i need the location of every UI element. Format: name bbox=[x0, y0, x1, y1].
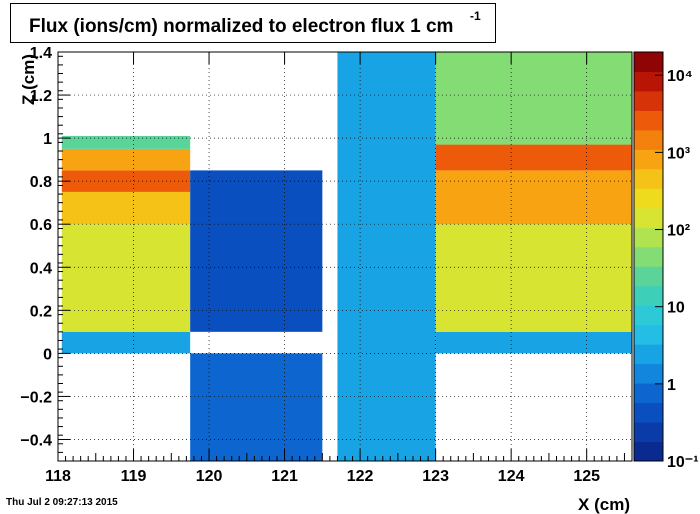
y-tick-label: 0.8 bbox=[30, 174, 52, 191]
colorbar-swatch bbox=[634, 422, 663, 443]
y-axis-label: Z (cm) bbox=[19, 54, 38, 105]
colorbar-swatch bbox=[634, 110, 663, 131]
colorbar-swatch bbox=[634, 188, 663, 209]
colorbar-swatch bbox=[634, 71, 663, 92]
x-tick-label: 121 bbox=[271, 468, 298, 485]
x-tick-label: 122 bbox=[347, 468, 374, 485]
colorbar-swatch bbox=[634, 149, 663, 170]
region-right-bulk-band-1 bbox=[435, 224, 632, 332]
region-right-bulk-band-0 bbox=[435, 331, 632, 354]
region-right-bulk bbox=[435, 52, 632, 354]
colorbar-tick-label: 10² bbox=[667, 223, 690, 240]
y-tick-label: 0.4 bbox=[30, 260, 52, 277]
region-right-bulk-band-3 bbox=[435, 144, 632, 171]
colorbar-tick-label: 10⁴ bbox=[667, 68, 693, 85]
y-tick-label: 1.2 bbox=[30, 88, 52, 105]
colorbar-swatch bbox=[634, 246, 663, 267]
axes: 118 119 120 121 122 123 124 125 −0.4 −0.2 0 0.2 0.4 0… bbox=[20, 45, 633, 485]
x-axis-label: X (cm) bbox=[578, 495, 630, 514]
region-left-bulk-band-5 bbox=[61, 135, 191, 149]
y-tick-label: 1.4 bbox=[30, 45, 52, 62]
colorbar-swatch bbox=[634, 90, 663, 111]
region-left-bulk-band-0 bbox=[61, 331, 191, 354]
region-left-bulk-band-1 bbox=[61, 224, 191, 332]
x-tick-label: 120 bbox=[196, 468, 223, 485]
colorbar-swatch bbox=[634, 227, 663, 248]
x-tick-label: 118 bbox=[45, 468, 71, 485]
y-tick-label: 0 bbox=[43, 346, 52, 363]
y-tick-label: 0.6 bbox=[30, 217, 52, 234]
region-gap-structure-band-0 bbox=[190, 170, 323, 332]
colorbar-frame bbox=[633, 51, 664, 462]
x-tick-label: 119 bbox=[121, 468, 147, 485]
colorbar-swatch bbox=[634, 207, 663, 228]
y-tick-label: −0.2 bbox=[20, 389, 52, 406]
colorbar-swatch bbox=[634, 285, 663, 306]
colorbar-swatch bbox=[634, 402, 663, 423]
colorbar: 10⁻¹ 1 10 10² 10³ 10⁴ bbox=[633, 51, 699, 471]
region-left-bulk-band-3 bbox=[61, 170, 191, 192]
colorbar-tick-label: 1 bbox=[667, 377, 676, 394]
colorbar-tick-label: 10 bbox=[667, 300, 685, 317]
region-left-bulk-band-4 bbox=[61, 148, 191, 171]
timestamp: Thu Jul 2 09:27:13 2015 bbox=[6, 497, 118, 508]
chart-title: Flux (ions/cm) normalized to electron fl… bbox=[29, 16, 454, 37]
region-left-bulk-band-2 bbox=[61, 191, 191, 225]
colorbar-swatch bbox=[634, 266, 663, 287]
colorbar-swatch bbox=[634, 344, 663, 365]
region-gap-structure bbox=[190, 170, 323, 461]
x-tick-label: 123 bbox=[422, 468, 449, 485]
y-tick-label: −0.4 bbox=[20, 432, 52, 449]
colorbar-swatch bbox=[634, 383, 663, 404]
colorbar-swatch bbox=[634, 129, 663, 150]
y-tick-label: 1 bbox=[43, 131, 52, 148]
region-left-bulk bbox=[61, 135, 191, 354]
y-tick-label: 0.2 bbox=[30, 303, 52, 320]
colorbar-swatch bbox=[634, 305, 663, 326]
heatmap-regions bbox=[61, 52, 632, 461]
x-tick-label: 124 bbox=[498, 468, 525, 485]
colorbar-swatch bbox=[634, 52, 663, 72]
region-central-column-band-0 bbox=[337, 52, 436, 461]
colorbar-swatch bbox=[634, 168, 663, 189]
colorbar-swatch bbox=[634, 441, 663, 462]
region-central-column bbox=[337, 52, 436, 461]
colorbar-swatch bbox=[634, 324, 663, 345]
chart-title-box: Flux (ions/cm) normalized to electron fl… bbox=[10, 3, 496, 43]
region-right-bulk-band-4 bbox=[435, 52, 632, 145]
region-gap-structure-band-1 bbox=[190, 353, 323, 461]
colorbar-tick-label: 10⁻¹ bbox=[667, 454, 699, 471]
colorbar-tick-label: 10³ bbox=[667, 145, 690, 162]
region-right-bulk-band-2 bbox=[435, 170, 632, 225]
colorbar-swatch bbox=[634, 363, 663, 384]
x-tick-label: 125 bbox=[573, 468, 600, 485]
chart-title-superscript: -1 bbox=[470, 9, 481, 23]
